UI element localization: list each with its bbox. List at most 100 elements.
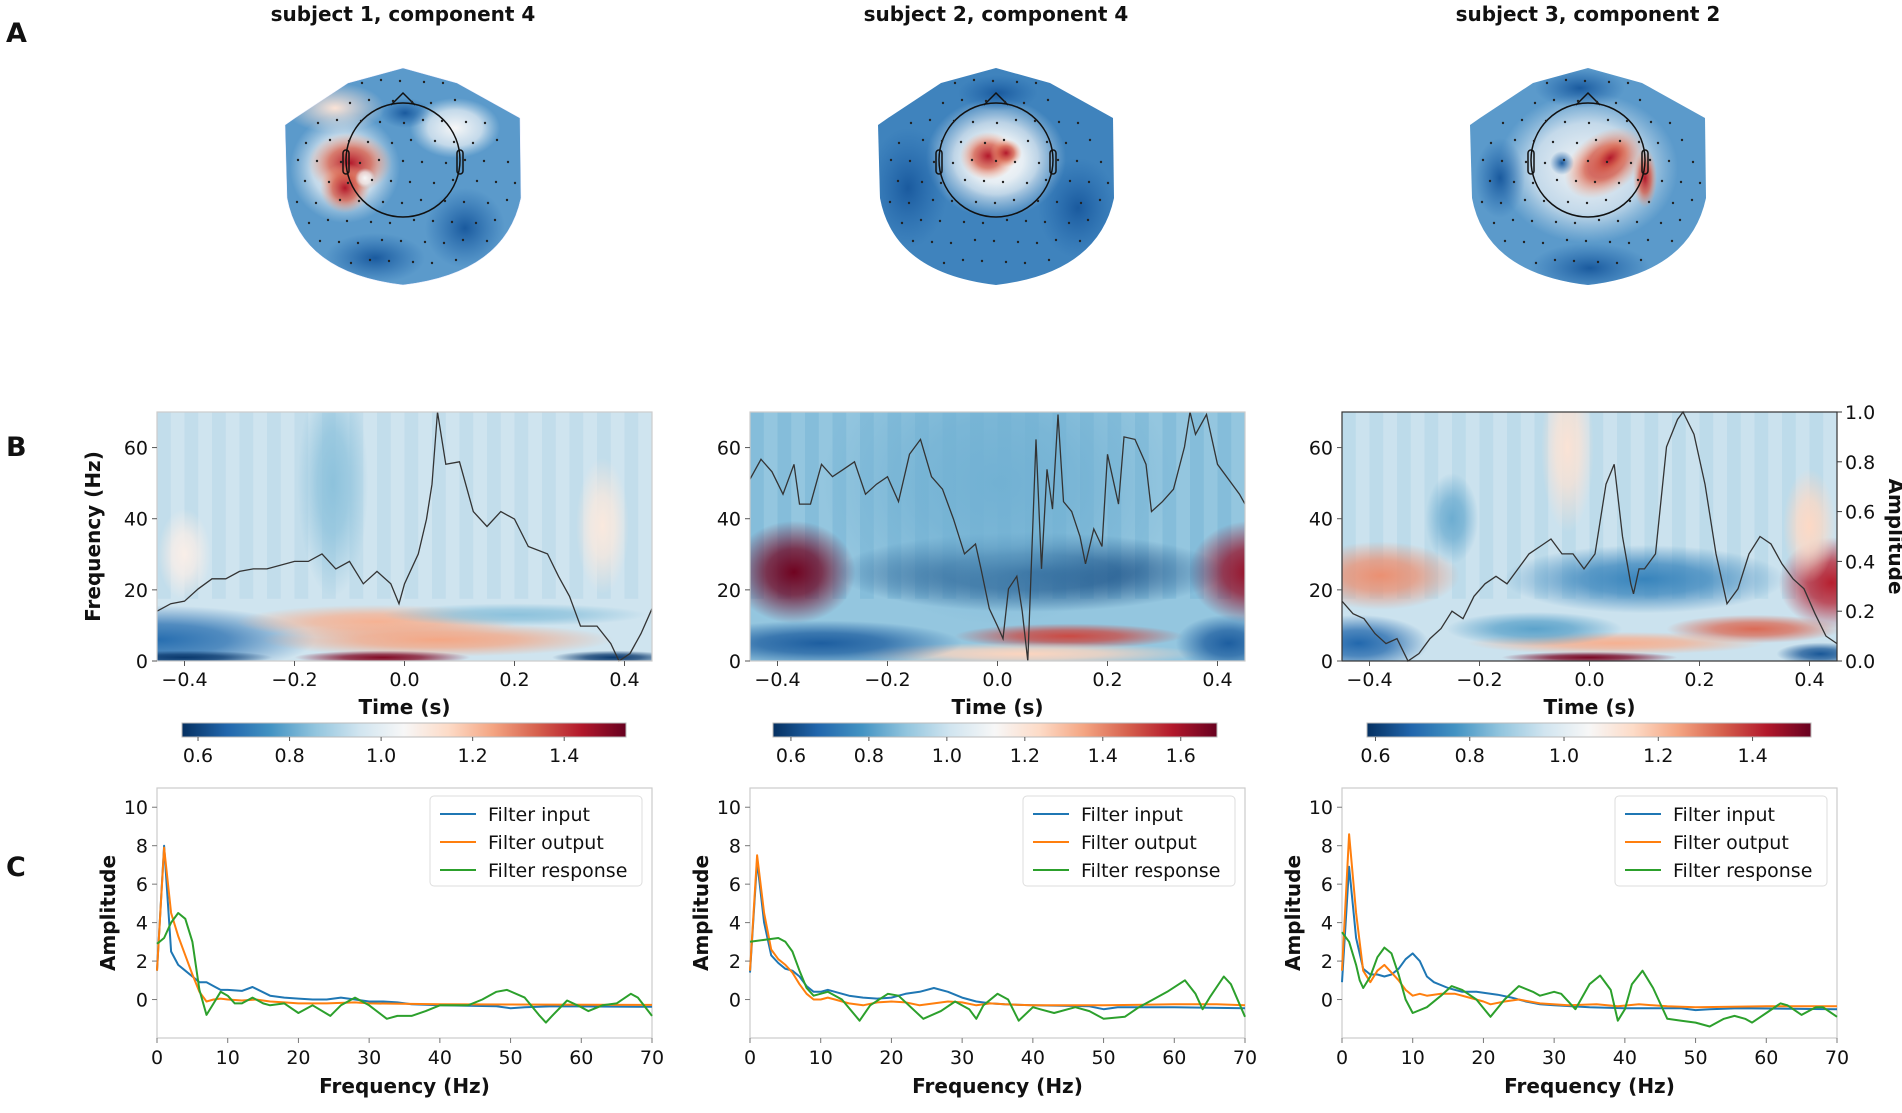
electrode-dot <box>1025 181 1029 185</box>
electrode-dot <box>366 140 370 144</box>
legend-label: Filter response <box>1673 860 1812 882</box>
electrode-dot <box>368 258 372 262</box>
electrode-dot <box>315 159 319 163</box>
y-tick-label: 40 <box>1309 509 1333 531</box>
electrode-dot <box>482 159 486 163</box>
electrode-dot <box>1524 160 1528 164</box>
colorbar-subject-2: 0.6 0.8 1.0 1.2 1.4 1.6 <box>772 722 1218 767</box>
legend-box <box>1022 795 1236 887</box>
electrode-dot <box>1574 179 1578 183</box>
electrode-dot <box>357 199 361 203</box>
y-tick-label: 8 <box>136 836 148 858</box>
electrode-dot <box>474 221 478 225</box>
electrode-dot <box>295 200 299 204</box>
y-tick-label: 6 <box>136 874 148 896</box>
electrode-dot <box>1625 119 1629 123</box>
electrode-dot <box>431 219 435 223</box>
topomap-subject-1 <box>284 67 522 286</box>
electrode-dot <box>1562 158 1566 162</box>
heatmap-feature <box>261 622 614 657</box>
electrode-dot <box>412 218 416 222</box>
electrode-dot <box>1615 261 1619 265</box>
colorbar-tick-label: 1.6 <box>1166 745 1196 767</box>
electrode-dot <box>1638 98 1642 102</box>
electrode-dot <box>1541 241 1545 245</box>
topomap-title-3: subject 3, component 2 <box>1455 2 1721 26</box>
electrode-dot <box>318 239 322 243</box>
y-tick-label: 2 <box>729 951 741 973</box>
topomap-subject-2 <box>878 68 1114 285</box>
electrode-dot <box>1012 198 1016 202</box>
legend: Filter input Filter output Filter response <box>429 795 643 887</box>
electrode-dot <box>421 118 425 122</box>
x-tick-label: 30 <box>1542 1047 1566 1069</box>
electrode-dot <box>1543 161 1547 165</box>
electrode-dot <box>959 140 963 144</box>
panel-label-b: B <box>6 432 27 463</box>
panel-label-c: C <box>6 852 26 883</box>
y-tick-label: 6 <box>1321 874 1333 896</box>
series-line-filter-output <box>749 854 1246 1007</box>
x-tick-label: 0.2 <box>1092 669 1122 691</box>
electrode-dot <box>1617 181 1621 185</box>
x-tick-label: −0.2 <box>1456 669 1502 691</box>
electrode-dot <box>938 219 942 223</box>
electrode-dot <box>1001 180 1005 184</box>
electrode-dot <box>1586 159 1590 163</box>
electrode-dot <box>1587 121 1591 125</box>
electrode-dot <box>1565 238 1569 242</box>
head-outline-icon <box>1527 91 1649 218</box>
colorbar-gradient <box>772 722 1218 738</box>
x-tick-label: 10 <box>1401 1047 1425 1069</box>
colorbar-gradient <box>1366 722 1812 738</box>
electrode-dot <box>493 218 497 222</box>
tf-panel-subject-1: −0.4 −0.2 0.0 0.2 0.4 0 20 40 60 Time (s) Frequenc… <box>81 411 653 719</box>
electrode-dot <box>1055 200 1059 204</box>
heatmap-stripe <box>267 412 281 599</box>
electrode-dot <box>379 78 383 82</box>
heatmap-feature <box>750 620 963 661</box>
x-tick-label: 0.4 <box>1794 669 1824 691</box>
electrode-dot <box>429 101 433 105</box>
electrode-dot <box>409 138 413 142</box>
electrode-dot <box>1045 140 1049 144</box>
electrode-dot <box>993 201 997 205</box>
colorbar-tick-label: 1.4 <box>1737 745 1767 767</box>
electrode-dot <box>1667 159 1671 163</box>
electrode-dot <box>1608 240 1612 244</box>
electrode-dot <box>1067 221 1071 225</box>
electrode-dot <box>347 139 351 143</box>
electrode-dot <box>992 239 996 243</box>
electrode-dot <box>326 218 330 222</box>
electrode-dot <box>1034 81 1038 85</box>
legend-label: Filter input <box>1673 804 1775 826</box>
electrode-dot <box>1660 179 1664 183</box>
x-tick-label: 20 <box>1471 1047 1495 1069</box>
electrode-dot <box>316 121 320 125</box>
x-axis-label: Frequency (Hz) <box>912 1074 1083 1098</box>
amplitude-trace <box>1341 410 1838 662</box>
electrode-dot <box>391 99 395 103</box>
colorbar-tick-label: 1.4 <box>549 745 579 767</box>
electrode-dot <box>1501 121 1505 125</box>
legend-label: Filter input <box>1081 804 1183 826</box>
electrode-dot <box>296 158 300 162</box>
electrode-dot <box>1004 260 1008 264</box>
electrode-dot <box>1015 80 1019 84</box>
electrode-dot <box>1086 218 1090 222</box>
electrode-dot <box>921 138 925 142</box>
x-tick-label: −0.4 <box>754 669 800 691</box>
x-tick-label: −0.2 <box>864 669 910 691</box>
electrode-dot <box>1648 158 1652 162</box>
electrode-dot <box>1628 199 1632 203</box>
heatmap-stripe <box>432 412 446 599</box>
heatmap-feature <box>294 650 471 661</box>
x-tick-label: 0.0 <box>389 669 419 691</box>
electrode-dot <box>1520 118 1524 122</box>
amplitude-trace <box>749 411 1246 662</box>
electrode-dot <box>994 159 998 163</box>
electrode-dot <box>314 201 318 205</box>
heatmap-feature <box>1342 614 1429 661</box>
head-outline-icon <box>935 91 1057 218</box>
electrode-dot <box>339 160 343 164</box>
